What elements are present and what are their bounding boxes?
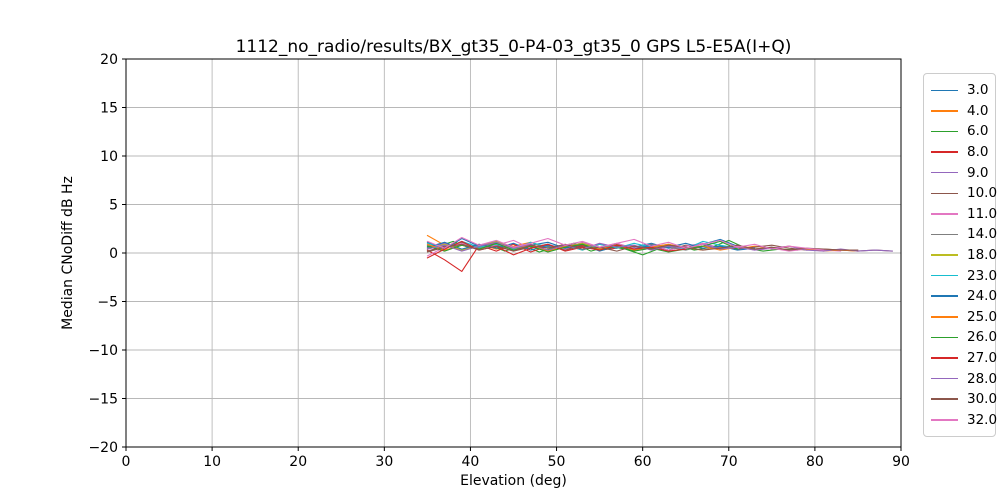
legend-line-sample bbox=[931, 316, 958, 318]
x-tick-label: 90 bbox=[892, 454, 910, 470]
legend-label: 3.0 bbox=[967, 82, 989, 99]
axis-ticks bbox=[122, 58, 902, 451]
legend-box: 3.0 4.0 6.0 8.0 9.0 10.0 11.0 14.0 18.0 23.0 24.0 2… bbox=[923, 73, 997, 437]
legend-item-32.0: 32.0 bbox=[931, 410, 997, 431]
x-tick-label: 30 bbox=[375, 454, 393, 470]
series-line-30.0 bbox=[426, 243, 859, 253]
legend-label: 28.0 bbox=[967, 370, 998, 387]
legend-line-sample bbox=[931, 110, 958, 112]
legend-label: 14.0 bbox=[967, 226, 998, 243]
legend-line-sample bbox=[931, 377, 958, 380]
legend-item-8.0: 8.0 bbox=[931, 142, 989, 163]
series-line-28.0 bbox=[426, 241, 893, 252]
legend-label: 8.0 bbox=[967, 144, 989, 161]
legend-label: 6.0 bbox=[967, 123, 989, 140]
x-tick-label: 10 bbox=[203, 454, 221, 470]
legend-line-sample bbox=[931, 233, 958, 236]
legend-item-27.0: 27.0 bbox=[931, 348, 997, 369]
x-tick-label: 80 bbox=[806, 454, 824, 470]
legend-label: 26.0 bbox=[967, 329, 998, 346]
legend-item-28.0: 28.0 bbox=[931, 368, 997, 389]
legend-line-sample bbox=[931, 89, 958, 92]
legend-line-sample bbox=[931, 213, 958, 215]
legend-label: 4.0 bbox=[967, 102, 989, 119]
legend-line-sample bbox=[931, 336, 958, 339]
legend-label: 27.0 bbox=[967, 350, 998, 367]
legend-item-4.0: 4.0 bbox=[931, 101, 989, 122]
legend-label: 18.0 bbox=[967, 247, 998, 264]
legend-item-6.0: 6.0 bbox=[931, 121, 989, 142]
y-tick-label: 0 bbox=[109, 246, 118, 262]
series-line-32.0 bbox=[426, 236, 825, 251]
legend-label: 23.0 bbox=[967, 267, 998, 284]
x-tick-label: 0 bbox=[122, 454, 131, 470]
legend-item-3.0: 3.0 bbox=[931, 80, 989, 101]
y-tick-label: 15 bbox=[100, 101, 118, 117]
legend-label: 32.0 bbox=[967, 411, 998, 428]
legend-item-11.0: 11.0 bbox=[931, 204, 997, 225]
y-tick-label: −15 bbox=[88, 392, 118, 408]
legend-item-14.0: 14.0 bbox=[931, 224, 997, 245]
y-tick-label: 5 bbox=[109, 198, 118, 214]
legend-line-sample bbox=[931, 192, 958, 195]
x-tick-label: 40 bbox=[462, 454, 480, 470]
y-tick-label: −5 bbox=[97, 295, 118, 311]
legend-line-sample bbox=[931, 254, 958, 256]
y-tick-label: 20 bbox=[100, 52, 118, 68]
legend-label: 24.0 bbox=[967, 288, 998, 305]
legend-label: 25.0 bbox=[967, 308, 998, 325]
legend-item-30.0: 30.0 bbox=[931, 389, 997, 410]
legend-line-sample bbox=[931, 398, 958, 400]
legend-line-sample bbox=[931, 357, 958, 359]
legend-label: 30.0 bbox=[967, 391, 998, 408]
data-series bbox=[426, 234, 893, 272]
legend-line-sample bbox=[931, 151, 958, 153]
legend-line-sample bbox=[931, 171, 958, 174]
legend-label: 10.0 bbox=[967, 185, 998, 202]
x-tick-label: 20 bbox=[289, 454, 307, 470]
y-tick-label: 10 bbox=[100, 149, 118, 165]
x-tick-label: 60 bbox=[634, 454, 652, 470]
legend-item-9.0: 9.0 bbox=[931, 162, 989, 183]
y-tick-label: −10 bbox=[88, 343, 118, 359]
x-tick-label: 50 bbox=[548, 454, 566, 470]
y-tick-label: −20 bbox=[88, 440, 118, 456]
legend-label: 9.0 bbox=[967, 164, 989, 181]
legend-line-sample bbox=[931, 419, 958, 421]
legend-line-sample bbox=[931, 274, 958, 277]
grid-lines bbox=[125, 58, 902, 448]
x-axis-label: Elevation (deg) bbox=[460, 473, 567, 489]
legend-line-sample bbox=[931, 130, 958, 133]
chart-title: 1112_no_radio/results/BX_gt35_0-P4-03_gt… bbox=[236, 37, 792, 57]
legend-item-18.0: 18.0 bbox=[931, 245, 997, 266]
legend-item-24.0: 24.0 bbox=[931, 286, 997, 307]
legend-label: 11.0 bbox=[967, 205, 998, 222]
x-tick-label: 70 bbox=[720, 454, 738, 470]
y-axis-label: Median CNoDiff dB Hz bbox=[60, 176, 76, 330]
legend-item-25.0: 25.0 bbox=[931, 307, 997, 328]
legend-item-10.0: 10.0 bbox=[931, 183, 997, 204]
legend-line-sample bbox=[931, 295, 958, 297]
legend-item-23.0: 23.0 bbox=[931, 265, 997, 286]
legend-item-26.0: 26.0 bbox=[931, 327, 997, 348]
